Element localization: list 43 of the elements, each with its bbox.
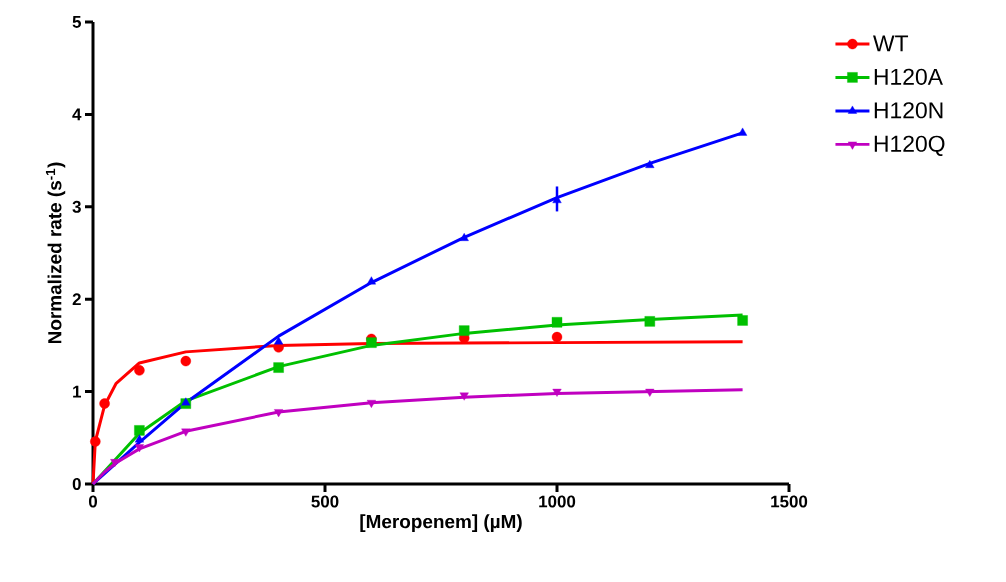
point <box>134 434 144 443</box>
point <box>459 233 469 241</box>
point <box>274 336 284 345</box>
y-tick-label: 3 <box>72 200 81 213</box>
point <box>110 459 120 468</box>
legend-label: H120A <box>874 68 943 85</box>
point <box>551 317 563 328</box>
point <box>551 331 563 343</box>
x-tick-label: 1000 <box>539 495 576 508</box>
point <box>737 315 748 326</box>
point <box>644 316 655 327</box>
point <box>134 365 145 376</box>
point <box>274 409 284 418</box>
point <box>738 127 748 136</box>
point <box>366 337 377 348</box>
point <box>134 444 144 453</box>
point <box>645 160 655 168</box>
point <box>552 388 562 397</box>
point <box>366 399 376 408</box>
point <box>90 436 101 447</box>
point <box>180 355 191 367</box>
y-tick-label: 1 <box>73 385 82 398</box>
point <box>366 276 376 285</box>
y-tick-label: 4 <box>72 108 82 121</box>
y-axis-title: Normalized rate (s$^{-1}$) <box>45 162 66 344</box>
point <box>459 392 469 401</box>
x-tick-label: 500 <box>311 495 339 508</box>
point <box>645 388 655 397</box>
point <box>181 428 191 437</box>
legend-label: H120Q <box>874 135 945 156</box>
point <box>134 425 145 436</box>
point <box>273 362 284 373</box>
legend-label: H120N <box>874 102 943 119</box>
point <box>459 325 470 336</box>
legend-label: WT <box>873 35 909 52</box>
point <box>552 195 562 204</box>
x-axis-title: [Meropenem] (µM) <box>360 514 522 533</box>
y-tick-label: 5 <box>72 16 82 28</box>
y-tick-label: 2 <box>72 293 81 306</box>
x-tick-label: 1500 <box>771 495 808 508</box>
point <box>99 398 110 409</box>
y-tick-label: 0 <box>72 478 81 490</box>
x-tick-label: 0 <box>88 495 98 508</box>
